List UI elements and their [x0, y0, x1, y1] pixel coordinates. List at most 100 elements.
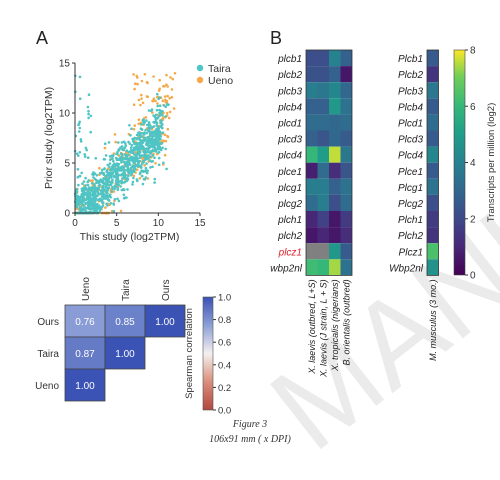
- scatter-point: [78, 196, 81, 200]
- scatter-point: [161, 131, 165, 134]
- xenopus-cell: [317, 243, 329, 260]
- scatter-point: [92, 173, 95, 176]
- legend-marker-ueno: [196, 76, 204, 84]
- scatter-point: [140, 127, 143, 131]
- scatter-point: [132, 157, 135, 160]
- scatter-point: [86, 194, 89, 197]
- correlation-cell: [64, 336, 106, 370]
- xenopus-cell: [329, 243, 341, 260]
- scatter-point: [79, 140, 83, 143]
- scatter-point: [102, 179, 105, 182]
- scatter-point: [154, 99, 157, 103]
- xenopus-cell: [306, 82, 318, 99]
- xenopus-cell: [340, 227, 352, 244]
- scatter-point: [145, 131, 148, 135]
- scatter-point: [78, 97, 82, 100]
- scatter-point: [156, 135, 160, 138]
- scatter-point: [106, 204, 109, 207]
- xenopus-cell: [329, 194, 341, 211]
- scatter-point: [120, 145, 124, 148]
- scatter-point: [114, 185, 117, 189]
- scatter-point: [139, 135, 143, 138]
- scatter-point: [95, 194, 98, 197]
- scatter-point: [143, 73, 147, 76]
- scatter-point: [102, 172, 105, 176]
- scatter-point: [142, 159, 145, 163]
- xenopus-cell: [317, 66, 329, 83]
- scatter-point: [151, 99, 155, 103]
- scatter-point: [156, 104, 159, 108]
- scatter-point: [90, 181, 94, 185]
- xenopus-gene-label: plcg1: [277, 183, 302, 194]
- scatter-point: [102, 197, 106, 200]
- scatter-point: [134, 156, 137, 160]
- scatter-point: [112, 154, 115, 157]
- scatter-point: [149, 166, 152, 169]
- scatter-point: [116, 167, 119, 171]
- scatter-point: [166, 94, 169, 98]
- scatter-point: [109, 202, 113, 205]
- scatter-point: [117, 183, 120, 186]
- scatter-point: [122, 148, 125, 151]
- xenopus-gene-label: plce1: [277, 167, 302, 178]
- scatter-point: [171, 77, 174, 81]
- scatter-point: [93, 183, 96, 186]
- scatter-point: [110, 209, 114, 213]
- scatter-point: [166, 85, 169, 88]
- scatter-point: [156, 148, 159, 151]
- scatter-point: [166, 134, 169, 138]
- colorbar-tick-label: 0.4: [218, 360, 231, 371]
- scatter-point: [93, 185, 97, 188]
- y-tick-label: 15: [59, 59, 71, 70]
- scatter-point: [125, 196, 128, 199]
- scatter-point: [106, 194, 110, 198]
- scatter-point: [126, 174, 130, 178]
- scatter-point: [146, 157, 149, 161]
- scatter-point: [88, 204, 92, 208]
- scatter-point: [160, 119, 163, 122]
- scatter-point: [95, 188, 98, 191]
- scatter-point: [114, 140, 117, 144]
- scatter-point: [164, 105, 168, 109]
- scatter-point: [113, 198, 117, 201]
- scatter-point: [94, 157, 98, 160]
- scatter-point: [118, 168, 122, 171]
- scatter-point: [154, 138, 157, 141]
- scatter-point: [146, 123, 149, 127]
- mouse-cell: [427, 259, 439, 276]
- scatter-point: [129, 146, 133, 149]
- scatter-point: [118, 147, 121, 150]
- xenopus-gene-label: plcd3: [277, 135, 302, 146]
- scatter-point: [166, 127, 170, 131]
- scatter-point: [160, 141, 164, 145]
- scatter-point: [163, 153, 167, 157]
- scatter-point: [110, 190, 114, 193]
- scatter-point: [139, 103, 142, 107]
- scatter-point: [139, 164, 143, 167]
- scatter-point: [170, 96, 174, 99]
- scatter-point: [75, 198, 79, 201]
- mouse-gene-label: Plcz1: [399, 247, 423, 258]
- colorbar-tick-label: 1.0: [218, 293, 231, 304]
- scatter-point: [75, 152, 79, 155]
- scatter-point: [145, 171, 149, 175]
- scatter-point: [154, 120, 158, 124]
- scatter-point: [112, 209, 116, 213]
- scatter-point: [120, 152, 123, 156]
- xenopus-gene-label: plcb3: [277, 86, 302, 97]
- scatter-point: [164, 147, 167, 151]
- scatter-point: [84, 209, 88, 213]
- scatter-point: [136, 144, 139, 148]
- scatter-point: [111, 164, 115, 167]
- scatter-point: [75, 201, 78, 204]
- scatter-point: [124, 174, 128, 177]
- xenopus-heatmap-border: [305, 49, 353, 276]
- xenopus-gene-label: plcb1: [277, 54, 302, 65]
- scatter-point: [114, 170, 118, 174]
- scatter-point: [125, 155, 129, 159]
- y-tick-label: 5: [64, 159, 70, 170]
- scatter-point: [103, 167, 106, 170]
- scatter-point: [107, 199, 111, 202]
- scatter-point: [137, 118, 141, 121]
